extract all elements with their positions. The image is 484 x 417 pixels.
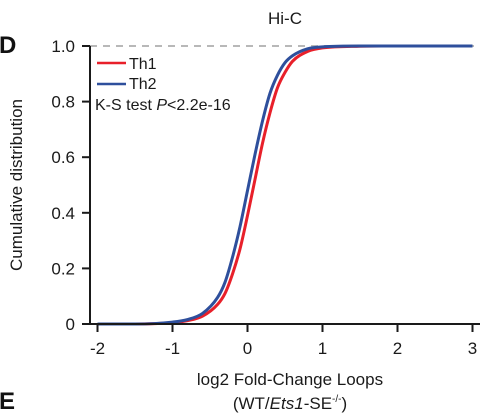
x-axis-ticks: -2 -1 0 1 2 3 xyxy=(90,324,477,358)
legend-label-th1: Th1 xyxy=(129,56,157,73)
y-tick-label: 0.8 xyxy=(51,93,75,112)
x-axis-label-line2: (WT/Ets1-SE-/-) xyxy=(233,394,347,413)
x-tick-label: -2 xyxy=(90,339,105,358)
x-axis-label: log2 Fold-Change Loops xyxy=(197,370,383,389)
legend: Th1 Th2 xyxy=(97,56,157,93)
y-tick-label: 0.4 xyxy=(51,204,75,223)
series-line-th2 xyxy=(97,44,473,326)
x-tick-label: 3 xyxy=(468,339,477,358)
y-tick-label: 0.6 xyxy=(51,148,75,167)
y-tick-label: 0.2 xyxy=(51,259,75,278)
x-tick-label: -1 xyxy=(165,339,180,358)
x-tick-label: 0 xyxy=(243,339,252,358)
chart-title: Hi-C xyxy=(268,9,302,28)
y-axis-label: Cumulative distribution xyxy=(7,99,26,271)
x-tick-label: 1 xyxy=(318,339,327,358)
series-lines xyxy=(97,44,473,326)
x-tick-label: 2 xyxy=(393,339,402,358)
y-tick-label: 0 xyxy=(66,315,75,334)
legend-label-th2: Th2 xyxy=(129,76,157,93)
y-tick-label: 1.0 xyxy=(51,37,75,56)
y-axis-ticks: 0 0.2 0.4 0.6 0.8 1.0 xyxy=(51,37,90,334)
ks-test-annotation: K-S test P<2.2e-16 xyxy=(95,97,231,114)
panel-letter-d: D xyxy=(0,32,17,59)
panel-letter-e: E xyxy=(0,388,16,415)
